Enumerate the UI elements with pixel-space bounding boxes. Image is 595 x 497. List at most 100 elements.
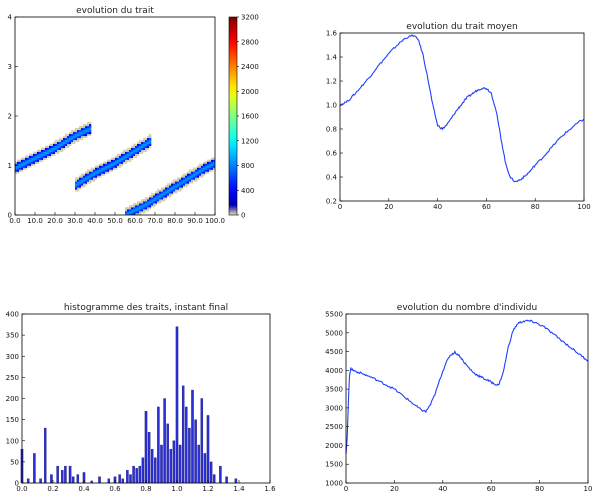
heatmap-cell [89, 177, 92, 180]
heatmap-cell [171, 189, 174, 192]
x-tick-label: 40.0 [87, 217, 103, 225]
histogram-bar [76, 474, 80, 484]
heatmap-cell [195, 177, 198, 180]
heatmap-cell [147, 209, 150, 212]
heatmap-cell [149, 141, 152, 145]
heatmap-cell [73, 141, 76, 145]
heatmap-cell [145, 209, 148, 212]
heatmap-cell [73, 135, 76, 139]
heatmap-cell [155, 197, 158, 200]
heatmap-cell [31, 153, 34, 156]
heatmap-cell [143, 211, 146, 214]
heatmap-cell [63, 137, 66, 141]
heatmap-cell [95, 177, 98, 180]
heatmap-cell [85, 177, 88, 180]
heatmap-cell [143, 201, 146, 204]
heatmap-cell [97, 165, 100, 168]
heatmap-cell [85, 123, 88, 127]
heatmap-cell [25, 157, 28, 160]
heatmap-cell [173, 185, 176, 188]
heatmap-cell [79, 129, 82, 133]
heatmap-cell [33, 151, 36, 154]
heatmap-cell [35, 161, 38, 164]
heatmap-cell [141, 149, 144, 152]
heatmap-cell [183, 179, 186, 182]
heatmap-cell [85, 179, 88, 182]
heatmap-cell [55, 147, 58, 150]
heatmap-cell [135, 145, 138, 148]
heatmap-cell [183, 173, 186, 176]
x-tick-label: 20.0 [47, 217, 63, 225]
colorbar-tick-label: 800 [241, 162, 254, 170]
histogram-bar [64, 465, 67, 484]
heatmap-cell [91, 173, 94, 176]
heatmap-cell [85, 129, 88, 133]
heatmap-cell [125, 213, 128, 215]
heatmap-cell [111, 159, 114, 162]
heatmap-cell [163, 197, 166, 200]
heatmap-cell [63, 135, 66, 139]
heatmap-cell [141, 145, 144, 148]
heatmap-cell [143, 199, 146, 202]
y-tick-label: 3 [8, 63, 12, 71]
heatmap-cell [207, 163, 210, 166]
heatmap-cell [153, 201, 156, 204]
histogram-bar [26, 478, 30, 484]
heatmap-cell [89, 171, 92, 174]
heatmap-cell [83, 125, 86, 129]
heatmap-cell [197, 177, 200, 180]
heatmap-cell [23, 163, 26, 166]
heatmap-cell [67, 133, 70, 137]
histogram-bar [212, 474, 216, 484]
heatmap-cell [29, 161, 32, 164]
heatmap-cell [19, 159, 22, 162]
heatmap-cell [87, 179, 90, 182]
heatmap-cell [121, 151, 124, 154]
y-tick-label: 2 [8, 113, 12, 121]
heatmap-cell [17, 171, 20, 174]
heatmap-cell [107, 159, 110, 162]
heatmap-cell [33, 155, 36, 158]
heatmap-cell [49, 145, 52, 148]
heatmap-cell [199, 169, 202, 172]
heatmap-cell [203, 169, 206, 172]
heatmap-cell [141, 203, 144, 206]
heatmap-cell [67, 135, 70, 139]
histogram-bar [68, 465, 72, 484]
x-tick-label: 100 [577, 203, 590, 211]
heatmap-cell [117, 161, 120, 164]
heatmap-cell [127, 147, 130, 150]
heatmap-cell [83, 131, 86, 135]
heatmap-cell [167, 185, 170, 188]
heatmap-cell [149, 207, 152, 210]
heatmap-cell [51, 153, 54, 156]
heatmap-cell [185, 173, 188, 176]
heatmap-cell [69, 137, 72, 141]
heatmap-cell [203, 167, 206, 170]
heatmap-cell [73, 139, 76, 143]
heatmap-cell [81, 179, 84, 182]
heatmap-cell [175, 191, 178, 194]
histogram-bar [56, 465, 59, 484]
heatmap-cell [175, 181, 178, 184]
heatmap-cell [137, 207, 140, 210]
heatmap-cell [169, 185, 172, 188]
heatmap-cell [69, 139, 72, 143]
histogram-bar [98, 476, 101, 484]
heatmap-cell [171, 185, 174, 188]
heatmap-cell [147, 141, 150, 145]
y-tick-label: 0.6 [326, 150, 338, 158]
heatmap-cell [191, 169, 194, 172]
heatmap-cell [171, 191, 174, 194]
heatmap-cell [185, 177, 188, 180]
mean-trait-line-chart: evolution du trait moyen 0 20 40 60 80 100 0.2 0… [326, 22, 591, 211]
heatmap-cell [55, 141, 58, 145]
heatmap-cell [147, 203, 150, 206]
heatmap-cell [79, 179, 82, 182]
heatmap-cell [151, 197, 154, 200]
heatmap-cell [79, 183, 82, 186]
heatmap-cell [27, 161, 30, 164]
heatmap-cell [185, 179, 188, 182]
y-tick-label: 0.4 [326, 174, 338, 182]
heatmap-cell [153, 199, 156, 202]
